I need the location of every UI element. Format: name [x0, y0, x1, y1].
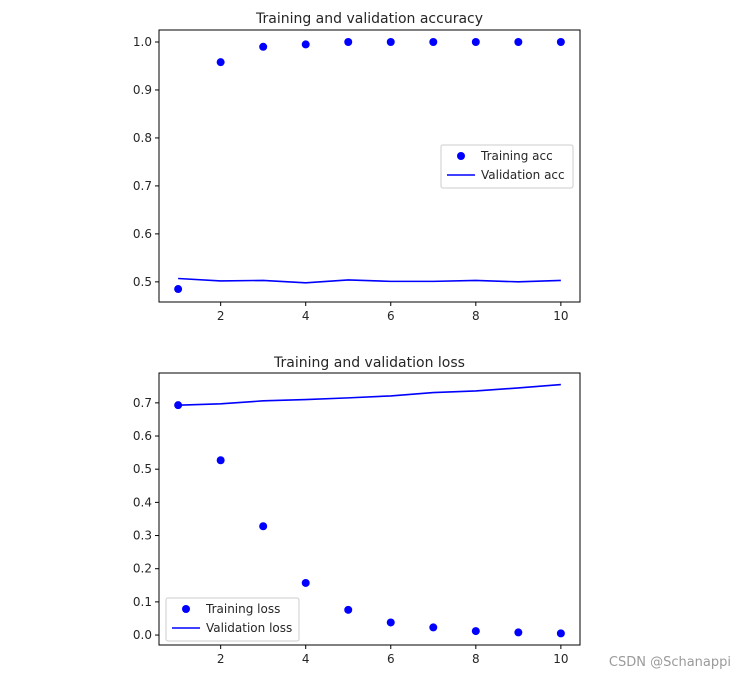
legend-label: Validation loss — [206, 621, 292, 635]
y-tick-label: 0.6 — [133, 227, 152, 241]
series-line-1 — [178, 383, 561, 406]
data-point — [514, 628, 523, 637]
data-point — [429, 623, 438, 632]
series-line-1 — [178, 277, 561, 284]
data-point — [344, 37, 353, 46]
data-point — [174, 285, 183, 294]
plot-frame — [158, 29, 581, 303]
watermark: CSDN @Schanappi — [608, 655, 731, 670]
data-point — [216, 456, 225, 465]
y-tick-label: 0.7 — [133, 179, 152, 193]
x-tick-label: 8 — [472, 309, 480, 323]
data-point — [174, 401, 183, 410]
data-point — [259, 522, 268, 531]
y-tick-label: 0.4 — [133, 495, 152, 509]
data-point — [514, 37, 523, 46]
x-tick-label: 2 — [217, 652, 225, 666]
y-tick-label: 0.5 — [133, 275, 152, 289]
data-point — [216, 58, 225, 67]
y-tick-label: 0.6 — [133, 429, 152, 443]
y-tick-label: 0.7 — [133, 396, 152, 410]
plot-frame — [158, 372, 581, 646]
x-tick-label: 4 — [302, 652, 310, 666]
x-tick-label: 10 — [553, 652, 568, 666]
data-point — [471, 37, 480, 46]
legend-marker-swatch — [457, 152, 465, 160]
data-point — [556, 629, 565, 638]
data-point — [344, 605, 353, 614]
data-point — [471, 627, 480, 636]
legend-box — [440, 144, 574, 189]
chart-title: Training and validation loss — [273, 355, 465, 371]
data-point — [301, 578, 310, 587]
data-point — [429, 37, 438, 46]
data-point — [386, 618, 395, 627]
y-tick-label: 1.0 — [133, 35, 152, 49]
chart-title: Training and validation accuracy — [255, 11, 483, 27]
data-point — [386, 37, 395, 46]
y-tick-label: 0.8 — [133, 131, 152, 145]
y-tick-label: 0.5 — [133, 462, 152, 476]
y-tick-label: 0.0 — [133, 628, 152, 642]
y-tick-label: 0.9 — [133, 83, 152, 97]
legend-box — [165, 597, 300, 642]
loss-chart: Training and validation loss 2 4 6 8 10 0.0 0.1… — [133, 355, 581, 666]
x-tick-label: 6 — [387, 309, 395, 323]
legend: Training acc Validation acc — [440, 144, 574, 189]
data-point — [556, 37, 565, 46]
y-tick-label: 0.1 — [133, 595, 152, 609]
y-tick-label: 0.2 — [133, 562, 152, 576]
legend-label: Validation acc — [481, 168, 565, 182]
x-tick-label: 2 — [217, 309, 225, 323]
x-tick-label: 10 — [553, 309, 568, 323]
legend: Training loss Validation loss — [165, 597, 300, 642]
x-tick-label: 8 — [472, 652, 480, 666]
accuracy-chart: Training and validation accuracy 2 4 6 8 10 0.… — [133, 11, 581, 323]
data-point — [301, 40, 310, 49]
x-tick-label: 6 — [387, 652, 395, 666]
legend-marker-swatch — [182, 605, 190, 613]
x-tick-label: 4 — [302, 309, 310, 323]
legend-label: Training loss — [205, 602, 280, 616]
legend-label: Training acc — [480, 149, 553, 163]
y-tick-label: 0.3 — [133, 529, 152, 543]
data-point — [259, 42, 268, 51]
